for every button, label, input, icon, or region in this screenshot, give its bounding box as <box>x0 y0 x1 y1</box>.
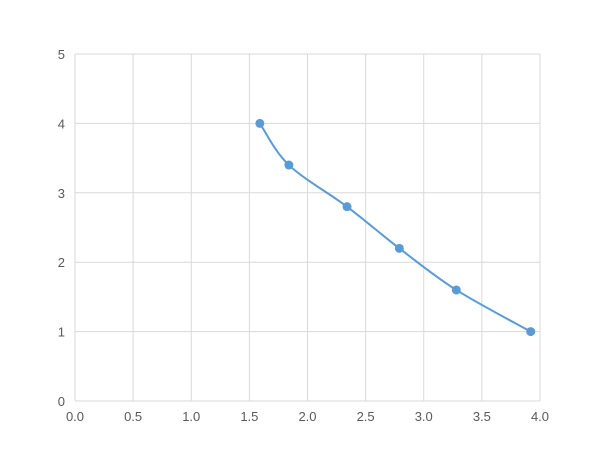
y-tick-label: 5 <box>58 47 65 62</box>
data-point <box>284 160 294 170</box>
data-point <box>342 202 352 212</box>
x-tick-label: 2.0 <box>298 409 316 424</box>
y-tick-label: 2 <box>58 255 65 270</box>
y-tick-label: 0 <box>58 394 65 409</box>
data-point <box>255 118 265 128</box>
x-tick-label: 1.0 <box>182 409 200 424</box>
x-tick-label: 3.5 <box>473 409 491 424</box>
y-tick-label: 3 <box>58 186 65 201</box>
x-tick-label: 3.0 <box>415 409 433 424</box>
x-tick-label: 0.5 <box>124 409 142 424</box>
x-tick-label: 1.5 <box>240 409 258 424</box>
x-tick-label: 4.0 <box>531 409 549 424</box>
x-tick-label: 0.0 <box>66 409 84 424</box>
data-point <box>526 327 536 337</box>
x-tick-label: 2.5 <box>357 409 375 424</box>
y-tick-label: 4 <box>58 116 65 131</box>
series-line <box>259 122 532 333</box>
y-tick-label: 1 <box>58 325 65 340</box>
data-point <box>394 243 404 253</box>
data-point <box>451 285 461 295</box>
